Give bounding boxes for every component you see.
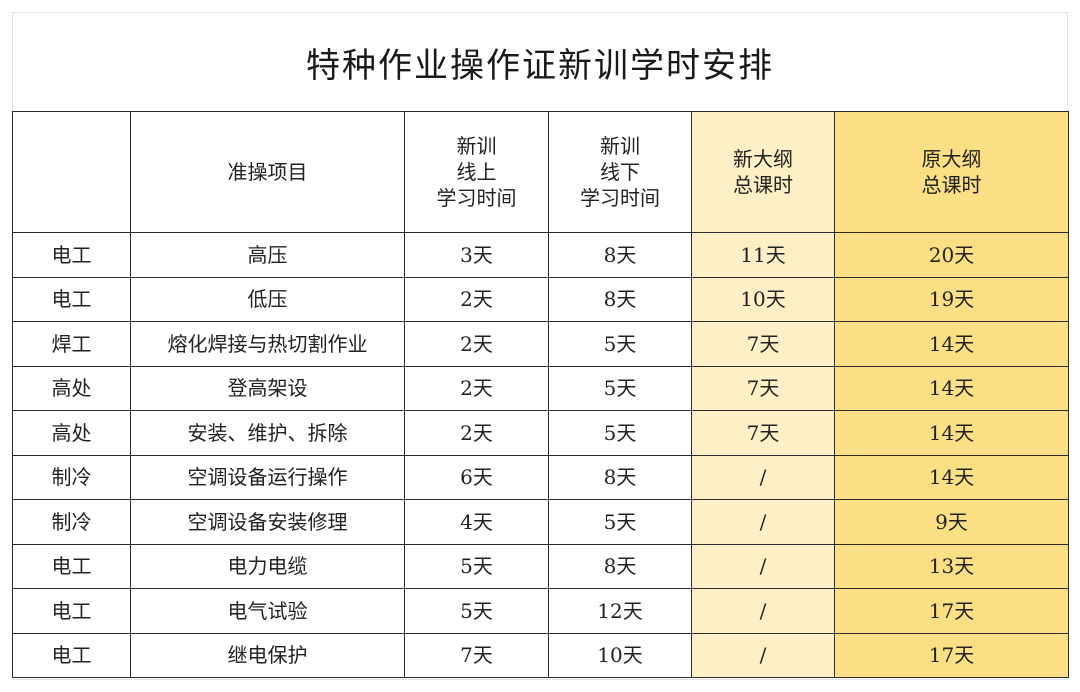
- cell-offline: 8天: [548, 232, 692, 278]
- cell-online: 5天: [404, 543, 549, 589]
- cell-category: 高处: [12, 410, 131, 456]
- cell-online: 5天: [404, 588, 549, 634]
- cell-item: 空调设备安装修理: [130, 499, 405, 545]
- cell-online: 2天: [404, 365, 549, 411]
- cell-category: 电工: [12, 543, 131, 589]
- schedule-table: 准操项目 新训 线上 学习时间 新训 线下 学习时间 新大纲 总课时 原大纲: [12, 111, 1069, 678]
- cell-item: 高压: [130, 232, 405, 278]
- cell-new-total: /: [691, 632, 835, 678]
- cell-offline: 5天: [548, 321, 692, 367]
- cell-online: 2天: [404, 410, 549, 456]
- cell-category: 电工: [12, 632, 131, 678]
- cell-new-total: 7天: [691, 321, 835, 367]
- table-row: 电工 继电保护 7天 10天/17天: [12, 632, 1069, 678]
- cell-item: 继电保护: [130, 632, 405, 678]
- cell-online: 4天: [404, 499, 549, 545]
- cell-new-total: 10天: [691, 276, 835, 322]
- header-category: [12, 111, 131, 233]
- header-online-line-3: 学习时间: [436, 186, 517, 210]
- cell-old-total: 14天: [834, 454, 1069, 500]
- training-schedule-sheet: 特种作业操作证新训学时安排 准操项目 新训 线上 学习时间 新训 线下: [12, 12, 1069, 680]
- cell-online: 2天: [404, 276, 549, 322]
- cell-item: 电力电缆: [130, 543, 405, 589]
- cell-category: 制冷: [12, 499, 131, 545]
- header-offline-line-1: 新训: [600, 134, 640, 158]
- cell-new-total: /: [691, 543, 835, 589]
- table-row: 电工 电气试验 5天 12天/17天: [12, 588, 1069, 634]
- header-offline-line-3: 学习时间: [580, 186, 660, 210]
- cell-old-total: 9天: [834, 499, 1069, 545]
- cell-old-total: 17天: [834, 588, 1069, 634]
- cell-new-total: /: [691, 588, 835, 634]
- cell-online: 2天: [404, 321, 549, 367]
- table-row: 高处 安装、维护、拆除 2天 5天 7天 14天: [12, 410, 1069, 456]
- cell-category: 电工: [12, 276, 131, 322]
- header-offline-line-2: 线下: [600, 160, 640, 184]
- header-item: 准操项目: [130, 111, 405, 233]
- cell-item: 安装、维护、拆除: [130, 410, 405, 456]
- cell-offline: 10天: [548, 632, 692, 678]
- header-old-total-line-1: 原大纲: [921, 147, 982, 171]
- header-online-line-1: 新训: [456, 134, 497, 158]
- cell-offline: 8天: [548, 543, 692, 589]
- cell-old-total: 17天: [834, 632, 1069, 678]
- cell-old-total: 19天: [834, 276, 1069, 322]
- cell-old-total: 13天: [834, 543, 1069, 589]
- table-row: 高处 登高架设 2天 5天 7天 14天: [12, 365, 1069, 411]
- header-online-line-2: 线上: [456, 160, 497, 184]
- table-row: 焊工 熔化焊接与热切割作业 2天 5天 7天 14天: [12, 321, 1069, 367]
- cell-online: 3天: [404, 232, 549, 278]
- header-new-total-line-1: 新大纲: [733, 147, 793, 171]
- cell-category: 焊工: [12, 321, 131, 367]
- cell-offline: 5天: [548, 365, 692, 411]
- header-new-total-line-2: 总课时: [733, 173, 793, 197]
- cell-new-total: /: [691, 499, 835, 545]
- cell-item: 低压: [130, 276, 405, 322]
- cell-online: 6天: [404, 454, 549, 500]
- header-old-total: 原大纲 总课时: [834, 111, 1069, 233]
- cell-item: 空调设备运行操作: [130, 454, 405, 500]
- table-header-row: 准操项目 新训 线上 学习时间 新训 线下 学习时间 新大纲 总课时 原大纲: [12, 111, 1069, 233]
- table-row: 制冷 空调设备安装修理 4天 5天/9天: [12, 499, 1069, 545]
- cell-online: 7天: [404, 632, 549, 678]
- cell-offline: 5天: [548, 410, 692, 456]
- cell-offline: 12天: [548, 588, 692, 634]
- table-row: 电工 高压 3天 8天 11天 20天: [12, 232, 1069, 278]
- table-row: 电工 低压 2天 8天 10天 19天: [12, 276, 1069, 322]
- table-row: 电工 电力电缆 5天 8天/13天: [12, 543, 1069, 589]
- cell-old-total: 20天: [834, 232, 1069, 278]
- header-online: 新训 线上 学习时间: [404, 111, 549, 233]
- page-title: 特种作业操作证新训学时安排: [306, 45, 774, 86]
- cell-category: 电工: [12, 588, 131, 634]
- header-offline: 新训 线下 学习时间: [548, 111, 692, 233]
- cell-new-total: 7天: [691, 365, 835, 411]
- cell-item: 熔化焊接与热切割作业: [130, 321, 405, 367]
- cell-category: 电工: [12, 232, 131, 278]
- cell-old-total: 14天: [834, 321, 1069, 367]
- header-old-total-line-2: 总课时: [921, 173, 982, 197]
- cell-category: 高处: [12, 365, 131, 411]
- cell-old-total: 14天: [834, 365, 1069, 411]
- cell-new-total: /: [691, 454, 835, 500]
- cell-new-total: 11天: [691, 232, 835, 278]
- cell-category: 制冷: [12, 454, 131, 500]
- table-body: 电工 高压 3天 8天 11天 20天 电工 低压 2天 8天 10天 19天 焊工 熔化焊接与热切割作业…: [12, 232, 1069, 678]
- cell-item: 登高架设: [130, 365, 405, 411]
- cell-offline: 8天: [548, 276, 692, 322]
- cell-offline: 8天: [548, 454, 692, 500]
- header-item-label: 准操项目: [227, 160, 308, 184]
- table-row: 制冷 空调设备运行操作 6天 8天/14天: [12, 454, 1069, 500]
- cell-offline: 5天: [548, 499, 692, 545]
- cell-item: 电气试验: [130, 588, 405, 634]
- cell-old-total: 14天: [834, 410, 1069, 456]
- header-new-total: 新大纲 总课时: [691, 111, 835, 233]
- cell-new-total: 7天: [691, 410, 835, 456]
